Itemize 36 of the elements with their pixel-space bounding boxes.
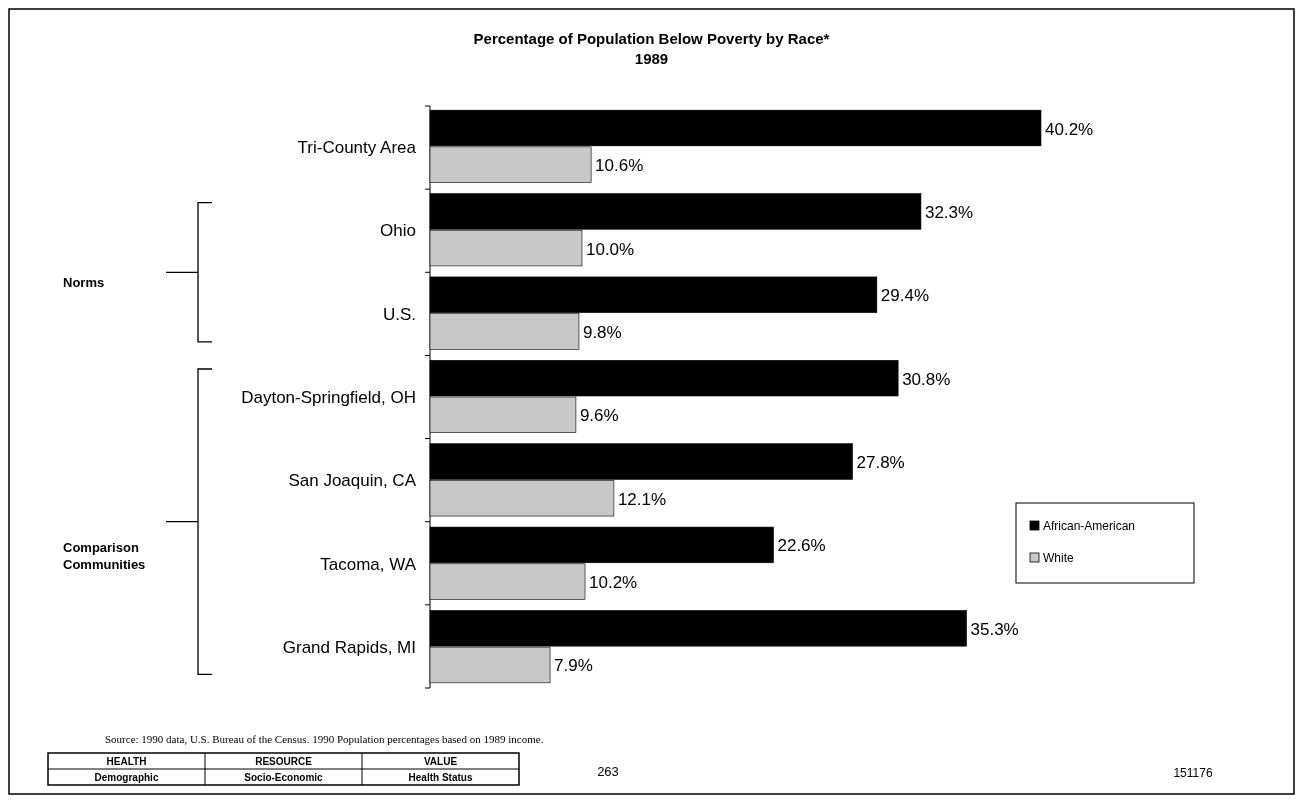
data-label: 27.8% <box>856 453 905 473</box>
text: Norms <box>63 275 105 291</box>
legend-label: White <box>1043 551 1074 565</box>
source-note: Source: 1990 data, U.S. Bureau of the Census. 1990 Population percentages based on 1989 income. <box>105 733 544 745</box>
data-label: 10.6% <box>595 156 644 176</box>
text: Demographic <box>94 772 159 783</box>
data-label: 7.9% <box>554 656 593 676</box>
legend-label: African-American <box>1043 519 1136 533</box>
y-tick-label: Tacoma, WA <box>320 554 417 574</box>
data-label: 22.6% <box>777 536 826 556</box>
chart-title: Percentage of Population Below Poverty by Race* <box>473 30 830 47</box>
text: RESOURCE <box>255 756 313 767</box>
data-label: 40.2% <box>1045 119 1094 139</box>
y-tick-label: Tri-County Area <box>297 137 417 157</box>
y-tick-label: Dayton-Springfield, OH <box>241 388 416 407</box>
text: HEALTH <box>106 756 147 767</box>
y-tick-label: U.S. <box>382 304 416 324</box>
text: Socio-Economic <box>244 772 324 783</box>
y-tick-label: Ohio <box>380 221 416 241</box>
data-label: 10.2% <box>589 573 638 593</box>
text: 151176 <box>1173 766 1213 780</box>
text: Comparison Communities <box>63 539 146 572</box>
data-label: 29.4% <box>880 286 930 306</box>
data-label: 9.6% <box>579 406 619 426</box>
y-tick-label: Grand Rapids, MI <box>282 638 416 658</box>
text: VALUE <box>423 756 458 767</box>
data-label: 9.8% <box>582 322 622 342</box>
chart-subtitle: 1989 <box>634 50 669 67</box>
text: Health Status <box>408 772 473 783</box>
y-tick-label: San Joaquin, CA <box>288 471 417 491</box>
data-label: 12.1% <box>617 489 667 509</box>
data-label: 30.8% <box>902 369 951 389</box>
data-label: 35.3% <box>970 619 1019 639</box>
text: 263 <box>597 764 619 779</box>
data-label: 10.0% <box>585 239 635 259</box>
data-label: 32.3% <box>924 202 974 222</box>
